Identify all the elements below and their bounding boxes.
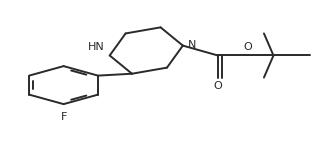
Text: O: O bbox=[213, 81, 222, 91]
Text: O: O bbox=[244, 42, 252, 52]
Text: N: N bbox=[188, 40, 196, 50]
Text: HN: HN bbox=[88, 42, 105, 52]
Text: F: F bbox=[60, 112, 67, 123]
